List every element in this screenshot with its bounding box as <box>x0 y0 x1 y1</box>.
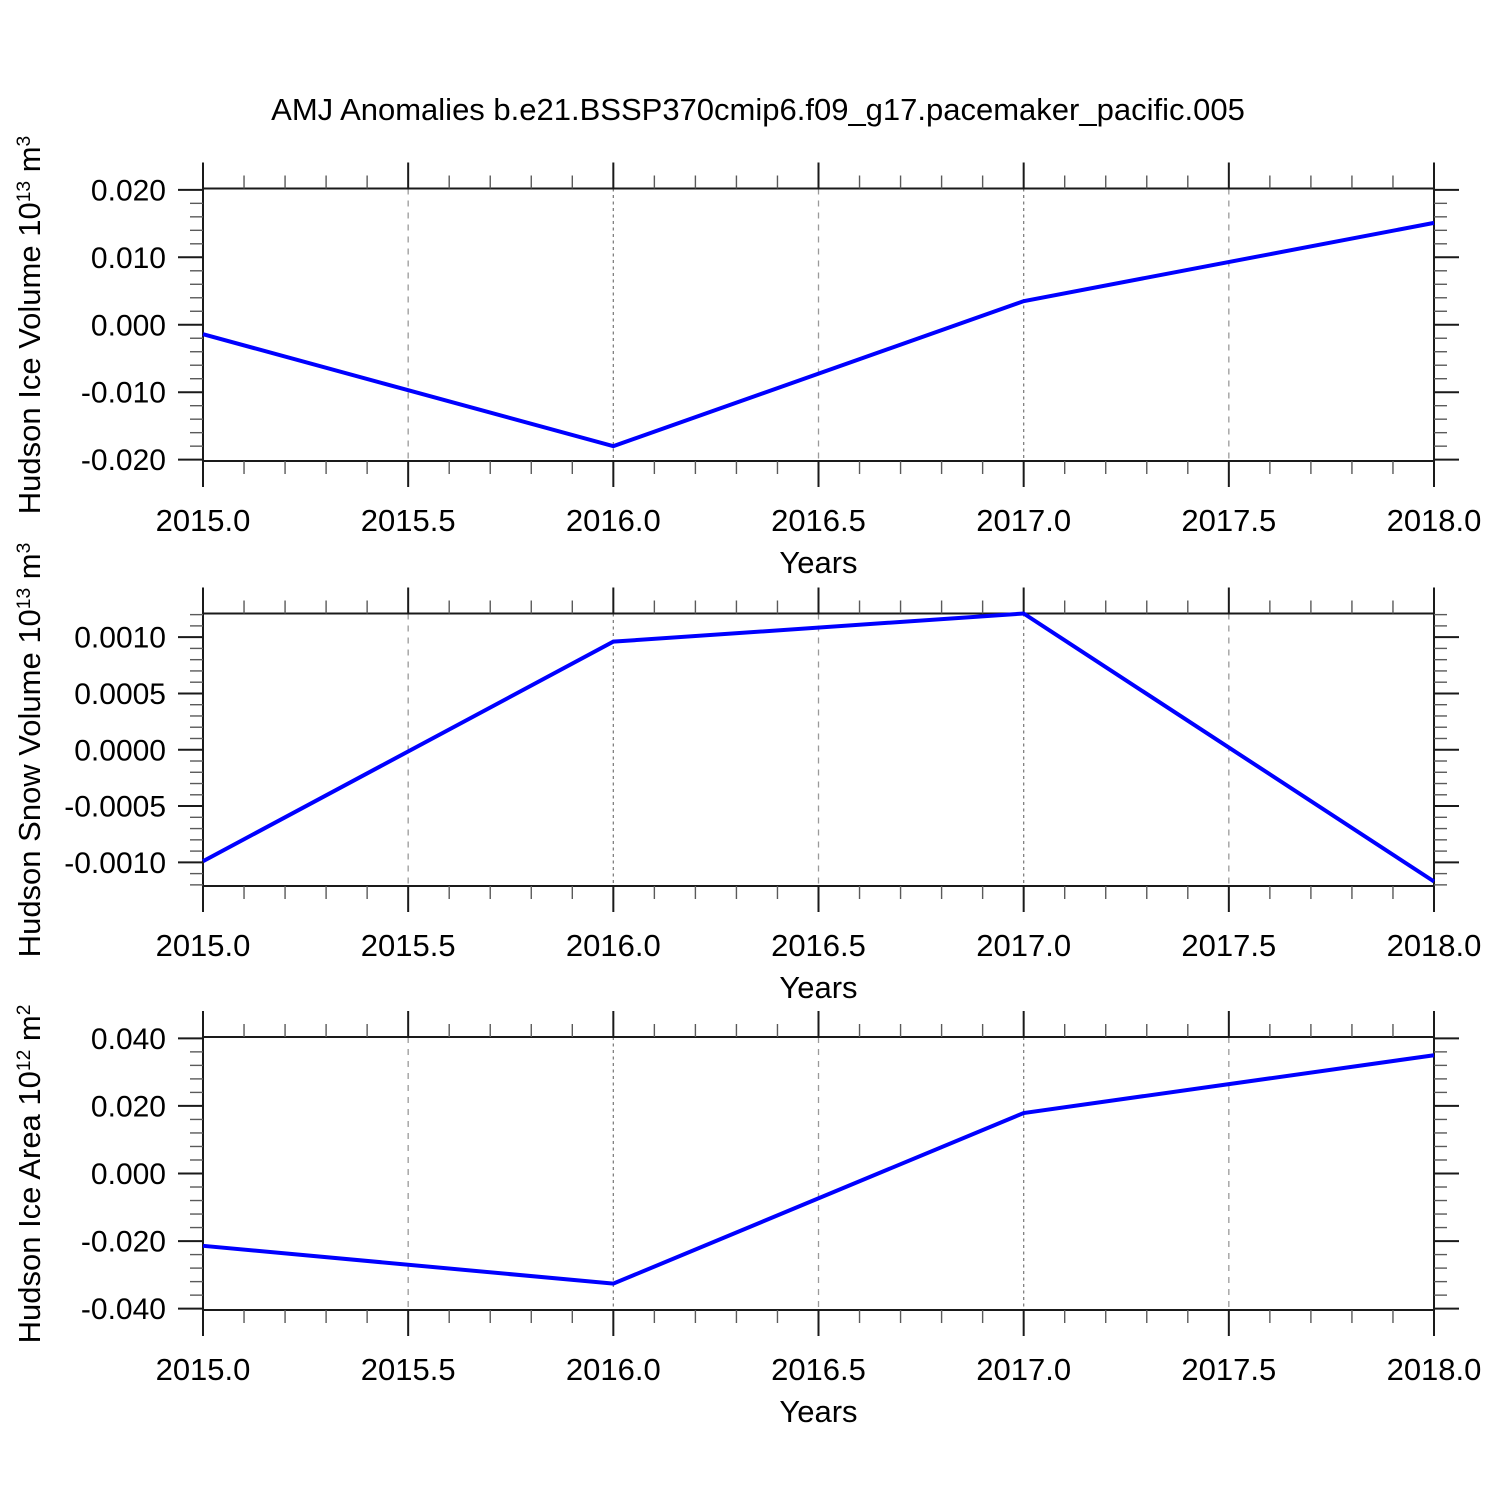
x-tick-label: 2017.0 <box>976 1352 1071 1387</box>
x-tick-label: 2016.5 <box>771 928 866 963</box>
x-tick-label: 2018.0 <box>1387 928 1482 963</box>
x-tick-label: 2015.5 <box>361 1352 456 1387</box>
y-axis-title-text: m <box>12 146 47 181</box>
y-tick-label: 0.010 <box>91 242 166 275</box>
x-tick-label: 2017.5 <box>1181 503 1276 538</box>
x-tick-label: 2015.5 <box>361 928 456 963</box>
x-axis-title: Years <box>779 970 857 1005</box>
x-tick-label: 2016.5 <box>771 503 866 538</box>
y-axis-title: Hudson Ice Volume 1013 m3 <box>12 136 48 514</box>
panel-hudson-snow-volume: -0.0010 -0.0005 0.0000 0.0005 0.0010 2015.0 20… <box>64 587 1482 1005</box>
y-tick-label: 0.0010 <box>74 622 166 655</box>
data-line <box>202 611 1436 884</box>
y-tick-label: 0.0000 <box>74 734 166 767</box>
y-tick-label: -0.020 <box>81 1226 166 1259</box>
x-tick-label: 2017.0 <box>976 928 1071 963</box>
figure-title: AMJ Anomalies b.e21.BSSP370cmip6.f09_g17… <box>271 92 1245 127</box>
x-tick-label: 2016.0 <box>566 928 661 963</box>
y-tick-label: -0.010 <box>81 377 166 410</box>
y-tick-label: -0.020 <box>81 444 166 477</box>
x-tick-label: 2017.0 <box>976 503 1071 538</box>
x-tick-label: 2015.5 <box>361 503 456 538</box>
y-axis-title-text: Hudson Ice Volume 10 <box>12 202 47 514</box>
data-line <box>202 220 1435 449</box>
y-tick-label: 0.040 <box>91 1023 166 1056</box>
y-tick-label: -0.0010 <box>64 847 166 880</box>
y-tick-label: -0.0005 <box>64 791 166 824</box>
x-tick-label: 2015.0 <box>156 1352 251 1387</box>
y-axis-title-superscript: 13 <box>14 587 36 609</box>
panel-hudson-ice-area: -0.040 -0.020 0.000 0.020 0.040 2015.0 2015.5 2… <box>81 1011 1481 1429</box>
y-axis-title-text: Hudson Snow Volume 10 <box>12 608 47 958</box>
x-axis-title: Years <box>779 1394 857 1429</box>
y-axis-title-superscript: 3 <box>14 542 36 554</box>
y-tick-label: 0.0005 <box>74 678 166 711</box>
y-axis-title: Hudson Snow Volume 1013 m3 <box>12 542 48 957</box>
x-tick-label: 2015.0 <box>156 928 251 963</box>
y-tick-label: 0.020 <box>91 174 166 207</box>
y-tick-label: 0.000 <box>91 1158 166 1191</box>
y-axis-title-superscript: 2 <box>14 1004 36 1015</box>
y-axis-title-superscript: 12 <box>14 1049 36 1071</box>
x-tick-label: 2017.5 <box>1181 928 1276 963</box>
panel-hudson-ice-volume: -0.020 -0.010 0.000 0.010 0.020 2015.0 2015.5 2… <box>81 162 1482 580</box>
x-tick-label: 2018.0 <box>1387 503 1482 538</box>
x-tick-label: 2016.0 <box>566 1352 661 1387</box>
y-tick-label: -0.040 <box>81 1293 166 1326</box>
x-axis-title: Years <box>779 545 857 580</box>
x-tick-label: 2015.0 <box>156 503 251 538</box>
y-tick-label: 0.000 <box>91 309 166 342</box>
y-axis-title-text: m <box>12 1014 47 1050</box>
y-axis-title-superscript: 13 <box>14 180 36 203</box>
y-axis-title-text: Hudson Ice Area 10 <box>12 1070 47 1343</box>
x-tick-label: 2017.5 <box>1181 1352 1276 1387</box>
x-tick-label: 2018.0 <box>1387 1352 1482 1387</box>
x-tick-label: 2016.0 <box>566 503 661 538</box>
data-line <box>202 1053 1435 1286</box>
y-axis-title: Hudson Ice Area 1012 m2 <box>12 1004 48 1343</box>
y-axis-title-text: m <box>12 553 47 588</box>
x-tick-label: 2016.5 <box>771 1352 866 1387</box>
y-axis-title-superscript: 3 <box>14 135 36 147</box>
y-tick-label: 0.020 <box>91 1090 166 1123</box>
